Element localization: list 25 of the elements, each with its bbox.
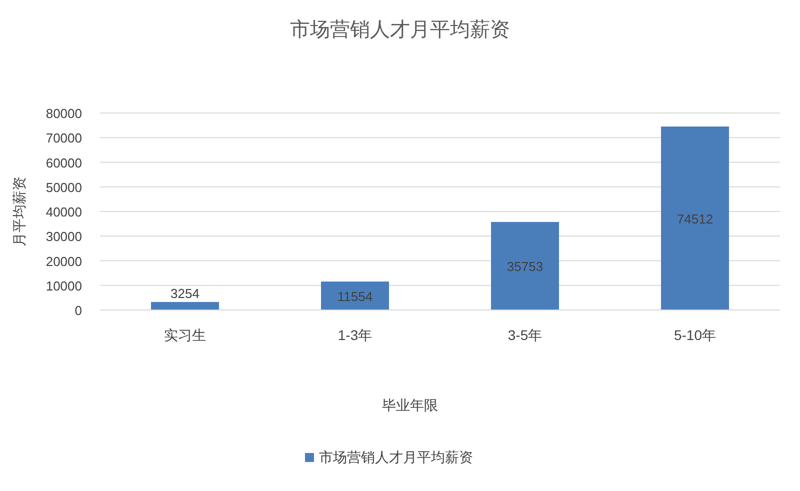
bar [491, 222, 559, 310]
y-tick-label: 30000 [46, 229, 82, 244]
y-tick-label: 80000 [46, 106, 82, 121]
bar [661, 126, 729, 310]
legend-label: 市场营销人才月平均薪资 [319, 449, 473, 465]
y-tick-label: 50000 [46, 180, 82, 195]
data-label: 3254 [170, 286, 200, 301]
y-tick-label: 0 [74, 303, 82, 318]
x-tick-label: 3-5年 [508, 327, 542, 343]
x-tick-label: 1-3年 [338, 327, 372, 343]
x-tick-label: 实习生 [164, 327, 206, 343]
x-tick-label: 5-10年 [674, 327, 716, 343]
y-tick-label: 70000 [46, 130, 82, 146]
x-axis-title: 毕业年限 [382, 397, 438, 413]
y-tick-label: 40000 [46, 204, 82, 220]
data-label: 74512 [676, 211, 714, 226]
y-tick-label: 20000 [46, 254, 82, 269]
y-tick-label: 60000 [46, 155, 82, 170]
y-tick-label: 10000 [46, 278, 82, 294]
bar [151, 302, 219, 310]
y-axis-title: 月平均薪资 [11, 176, 27, 246]
chart-title: 市场营销人才月平均薪资 [290, 19, 510, 41]
data-label: 11554 [337, 288, 373, 304]
bar [321, 282, 389, 310]
data-label: 35753 [506, 258, 544, 274]
